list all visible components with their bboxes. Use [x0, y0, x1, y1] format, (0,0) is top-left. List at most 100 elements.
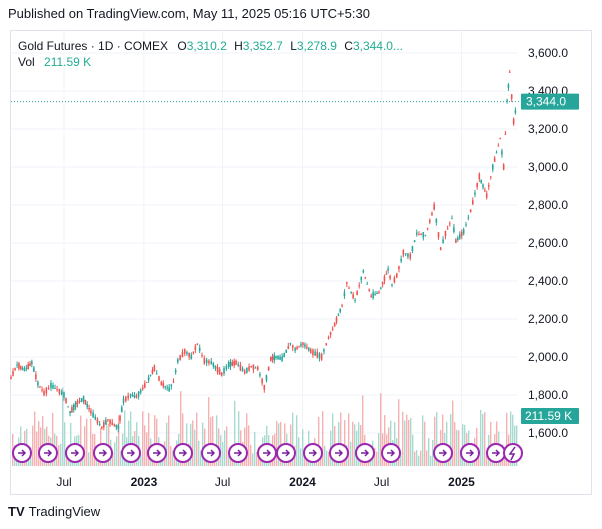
volume-bar — [304, 451, 306, 466]
candle-body — [424, 235, 427, 237]
volume-bar — [144, 425, 146, 466]
candle-body — [385, 273, 388, 275]
volume-bar — [462, 424, 464, 466]
volume-bar — [484, 412, 486, 466]
candle-body — [495, 152, 498, 154]
candle-body — [348, 287, 350, 289]
candle-body — [339, 308, 342, 313]
candle-body — [86, 403, 89, 407]
candle-body — [18, 363, 20, 369]
volume-bar — [426, 450, 428, 466]
volume-bar — [166, 422, 168, 466]
candle-body — [166, 387, 168, 389]
volume-bar — [384, 415, 386, 466]
y-tick-label: 2,000.0 — [528, 350, 568, 364]
candle-body — [296, 346, 298, 350]
candle-body — [246, 367, 248, 373]
volume-bar — [380, 393, 382, 466]
candle-body — [429, 219, 431, 223]
candle-body — [131, 394, 134, 397]
candle-body — [31, 361, 33, 365]
candle-body — [107, 419, 109, 421]
volume-bar — [340, 412, 342, 466]
candle-body — [149, 374, 152, 376]
candle-body — [45, 387, 48, 394]
candle-body — [381, 282, 384, 285]
volume-bar — [400, 451, 402, 466]
candle-body — [120, 406, 123, 413]
arrow-icon — [335, 449, 344, 457]
candle-body — [71, 407, 73, 413]
candle-body — [192, 352, 195, 354]
candle-body — [196, 343, 199, 345]
volume-bar — [490, 421, 492, 466]
candle-body — [43, 391, 45, 396]
candle-body — [190, 354, 193, 360]
candle-body — [387, 268, 389, 271]
arrow-icon — [71, 449, 80, 457]
candle-body — [216, 366, 219, 373]
candle-body — [318, 353, 321, 359]
candle-body — [277, 355, 279, 360]
volume-bar — [302, 429, 304, 466]
candle-body — [489, 176, 492, 178]
candle-body — [144, 383, 146, 388]
volume-bar — [112, 452, 114, 466]
candle-body — [435, 219, 438, 223]
tradingview-brand[interactable]: TradingView — [28, 504, 101, 519]
volume-bar — [52, 413, 54, 466]
candle-body — [186, 352, 188, 355]
candle-body — [220, 372, 223, 376]
volume-bar — [318, 416, 320, 466]
volume-bar — [228, 455, 230, 466]
candle-body — [325, 343, 328, 346]
candle-body — [76, 401, 79, 405]
volume-bar — [148, 412, 150, 466]
candle-body — [433, 204, 435, 210]
candle-body — [254, 367, 257, 369]
candle-body — [115, 425, 118, 428]
footer: TV TradingView — [8, 504, 100, 519]
candle-body — [248, 366, 250, 371]
volume-bar — [60, 443, 62, 466]
candle-body — [493, 157, 496, 162]
volume-bar — [190, 423, 192, 466]
candle-body — [135, 396, 138, 398]
x-tick-label: 2024 — [289, 475, 316, 489]
volume-bar — [86, 418, 88, 466]
volume-bar — [456, 429, 458, 466]
candle-body — [100, 426, 103, 429]
candle-body — [289, 343, 292, 345]
candle-body — [418, 233, 420, 235]
open-label: O — [177, 39, 187, 53]
volume-bar — [226, 426, 228, 466]
candle-body — [256, 366, 259, 370]
volume-bar — [64, 422, 66, 466]
volume-bar — [192, 420, 194, 466]
chart-legend: Gold Futures · 1D · COMEX O3,310.2 H3,35… — [18, 38, 403, 70]
y-tick-label: 3,600.0 — [528, 46, 568, 60]
candle-body — [472, 200, 474, 204]
candle-body — [480, 179, 482, 183]
candle-body — [35, 374, 37, 379]
candle-body — [147, 376, 150, 381]
volume-bar — [248, 425, 250, 466]
volume-bar — [210, 417, 212, 466]
volume-bar — [156, 418, 158, 466]
candle-body — [350, 291, 352, 294]
volume-bar — [92, 433, 94, 466]
volume-bar — [212, 416, 214, 466]
candle-body — [462, 229, 465, 234]
event-marker-icon — [503, 443, 523, 463]
chart-frame[interactable] — [10, 30, 592, 495]
y-tick-label: 2,200.0 — [528, 312, 568, 326]
volume-bar — [436, 412, 438, 466]
candle-body — [96, 419, 99, 424]
candle-body — [10, 377, 12, 379]
candle-body — [426, 228, 429, 230]
volume-bar — [510, 411, 512, 466]
candle-body — [225, 366, 228, 370]
legend-ellipsis: ... — [392, 39, 403, 53]
volume-bar — [404, 420, 406, 466]
